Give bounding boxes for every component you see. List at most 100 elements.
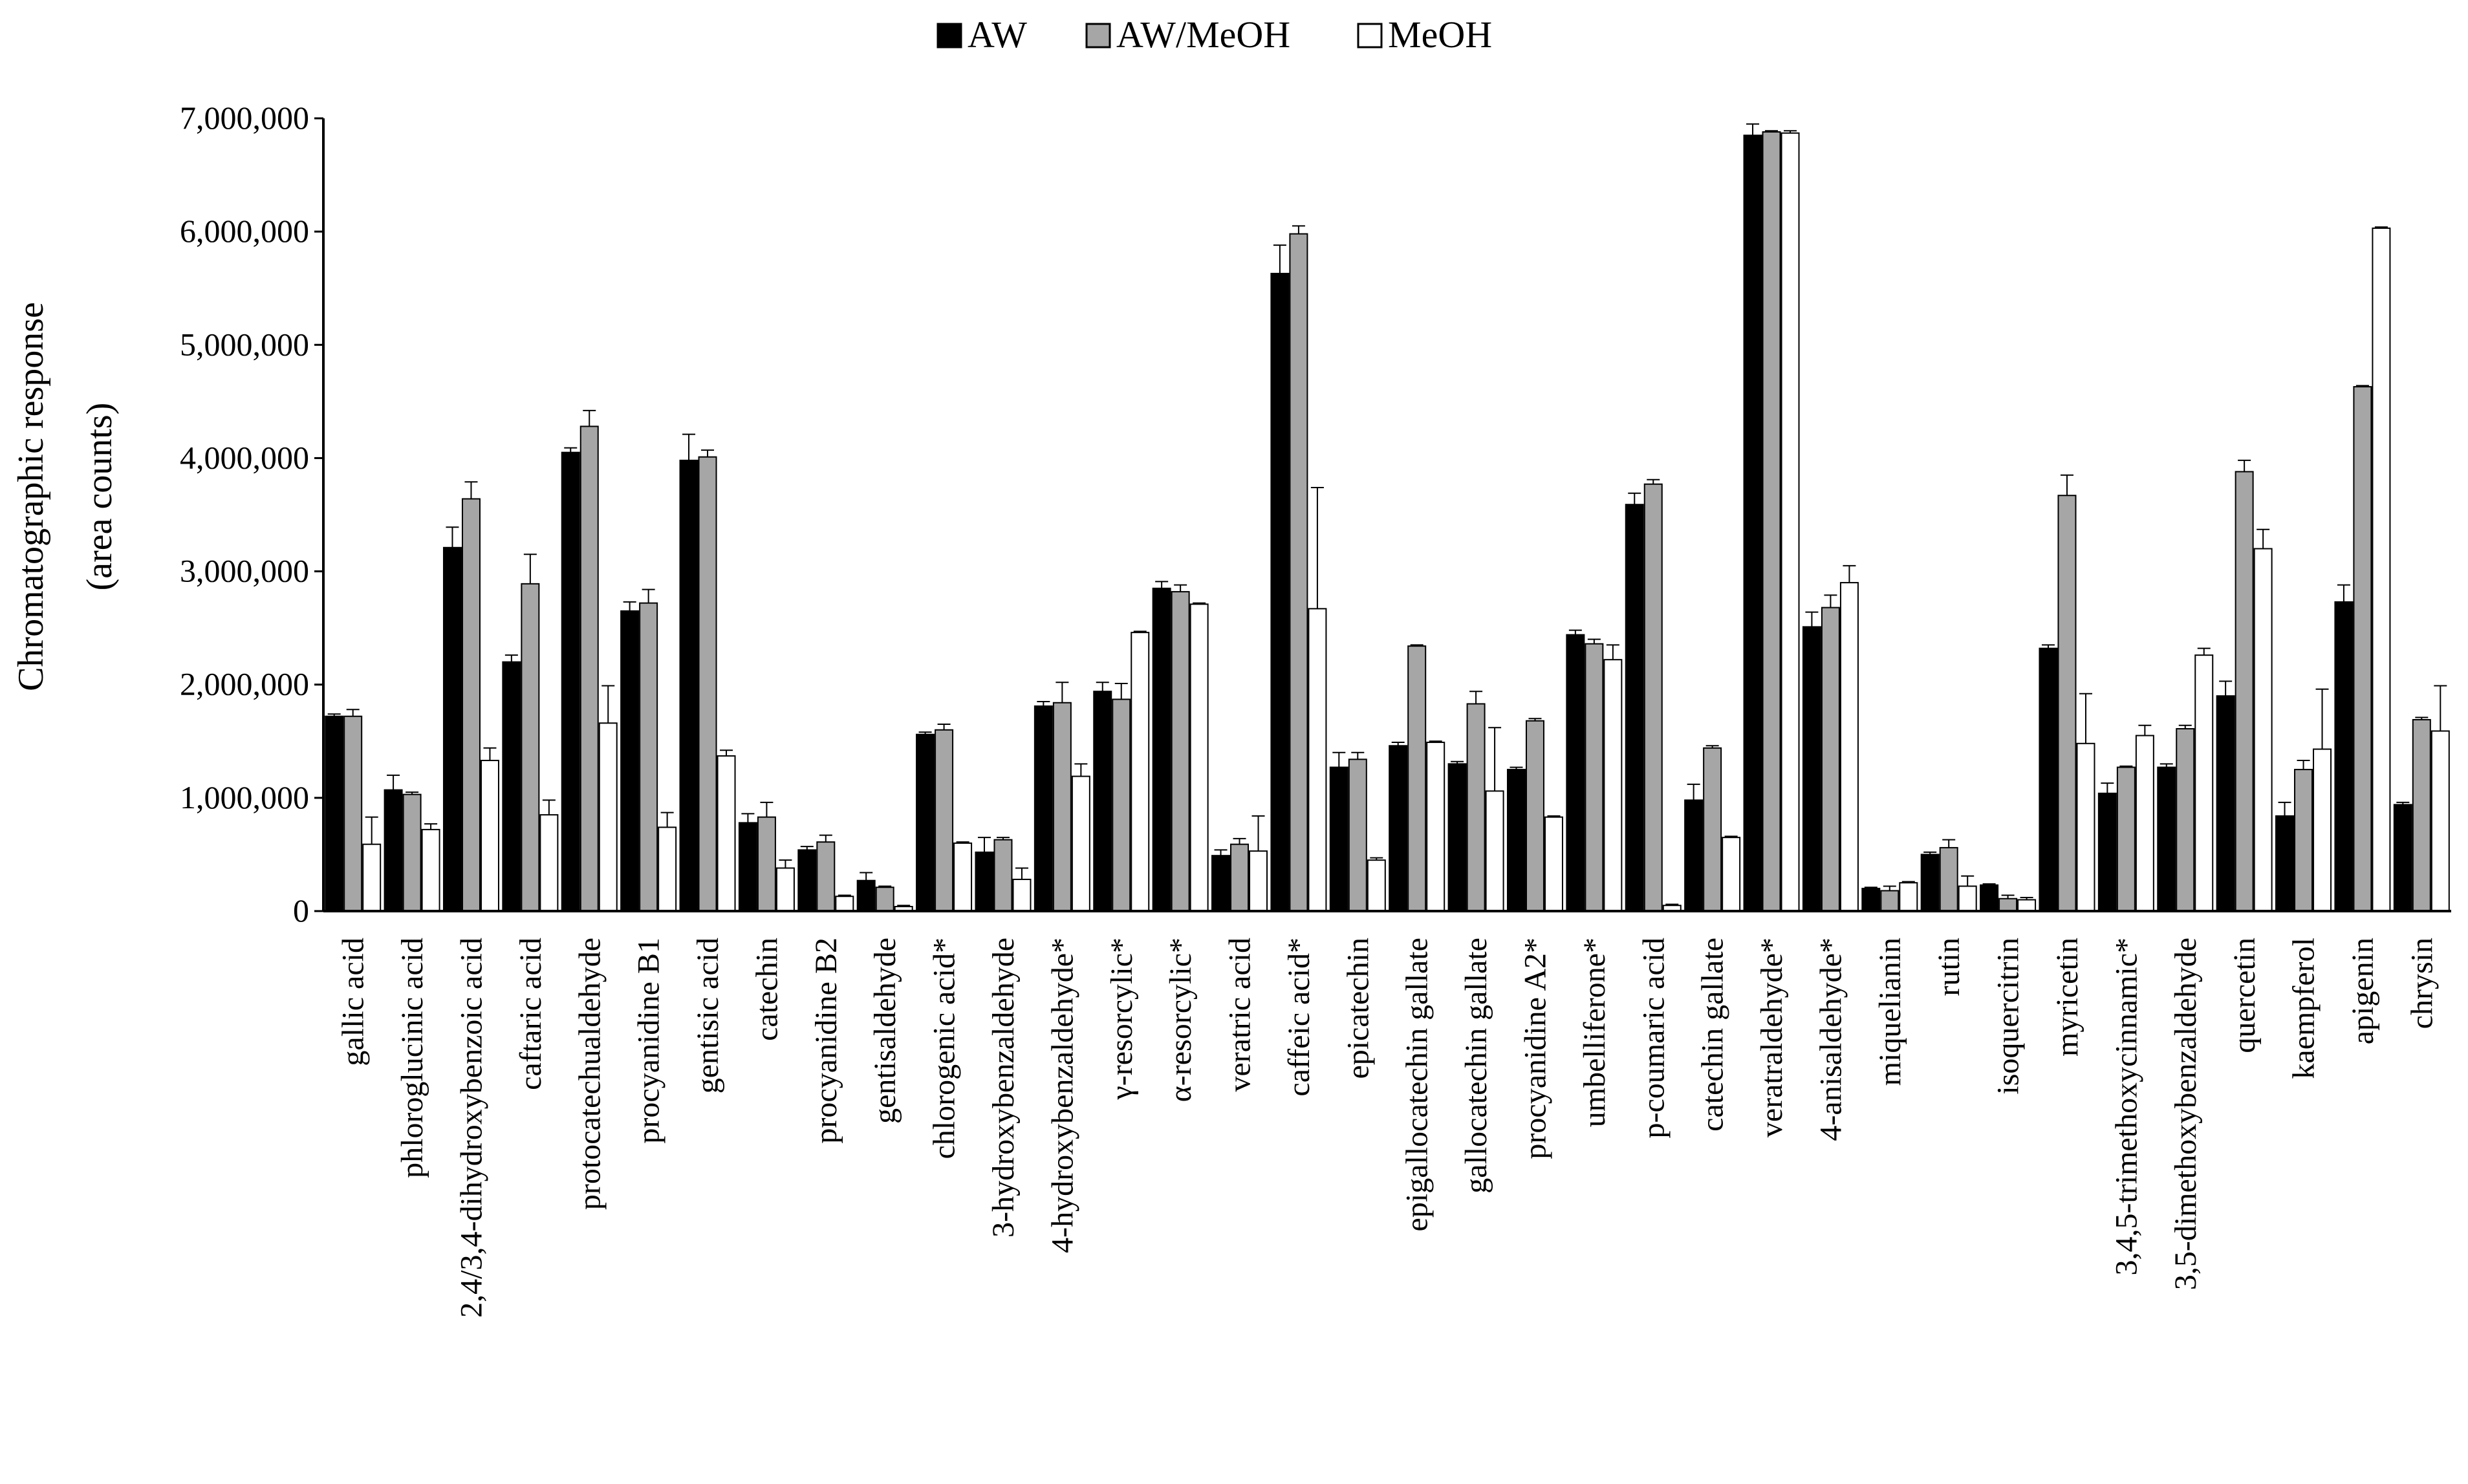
error-bar — [2001, 894, 2015, 899]
error-bar — [1410, 644, 1423, 647]
error-bar — [583, 409, 596, 427]
error-bar — [956, 841, 969, 843]
legend-label: AW — [968, 14, 1027, 56]
legend-label: AW/MeOH — [1116, 14, 1290, 56]
bar-aw-meoh — [1762, 131, 1781, 912]
bar-aw — [975, 851, 994, 912]
error-bar — [387, 774, 400, 790]
error-bar — [365, 816, 378, 844]
error-bar — [1923, 851, 1937, 855]
error-bar — [1273, 244, 1286, 274]
error-bar — [1332, 751, 1346, 768]
x-category-label: 3-hydroxybenzaldehyde — [986, 938, 1021, 1238]
bar-aw — [502, 661, 521, 912]
bar-aw — [679, 459, 698, 912]
error-bar — [564, 447, 578, 453]
error-bar — [1391, 742, 1405, 746]
error-bar — [2257, 528, 2270, 549]
bar-meoh — [598, 722, 618, 912]
error-bar — [1628, 492, 1641, 505]
error-bar — [682, 433, 696, 460]
bar-aw-meoh — [1466, 703, 1486, 912]
x-category-label: rutin — [1932, 938, 1966, 996]
bar-meoh — [658, 826, 677, 912]
bar-meoh — [2194, 654, 2214, 912]
error-bar — [2160, 763, 2173, 768]
x-category-label: 3,4,5-trimethoxycinnamic* — [2109, 938, 2143, 1276]
x-category-label: apigenin — [2346, 938, 2380, 1044]
bar-aw — [2097, 792, 2117, 912]
x-category-label: gentisaldehyde — [868, 938, 902, 1124]
error-bar — [1942, 839, 1956, 848]
y-tick-label: 1,000,000 — [180, 779, 309, 815]
bar-aw-meoh — [2116, 766, 2136, 912]
bar-meoh — [480, 760, 499, 912]
bar-aw-meoh — [698, 456, 717, 912]
error-bar — [2041, 644, 2055, 649]
error-bar — [2434, 685, 2447, 731]
x-category-label: γ-resorcylic* — [1105, 938, 1139, 1100]
bar-aw-meoh — [1525, 720, 1544, 912]
bar-aw-meoh — [2235, 471, 2254, 912]
error-bar — [1961, 875, 1975, 887]
bar-aw-meoh — [2176, 728, 2195, 912]
x-category-label: miquelianin — [1873, 938, 1907, 1086]
bar-aw — [1625, 504, 1644, 912]
bar-aw-meoh — [816, 841, 836, 912]
bar-aw — [1447, 763, 1467, 912]
error-bar — [1805, 611, 1819, 627]
bar-meoh — [1544, 816, 1563, 912]
bar-aw — [1329, 766, 1348, 912]
legend-swatch — [1357, 23, 1383, 48]
bar-aw — [1389, 745, 1408, 912]
error-bar — [996, 837, 1010, 840]
error-bar — [1864, 887, 1878, 888]
bar-aw-meoh — [639, 602, 658, 912]
error-bar — [2138, 724, 2152, 736]
bar-aw — [1684, 799, 1704, 912]
bar-aw-meoh — [757, 816, 776, 912]
x-category-label: procyanidine B1 — [632, 938, 666, 1144]
error-bar — [1784, 130, 1797, 133]
error-bar — [741, 813, 755, 823]
error-bar — [1310, 486, 1324, 609]
error-bar — [1724, 835, 1738, 838]
error-bar — [2374, 226, 2388, 228]
error-bar — [1233, 837, 1246, 844]
error-bar — [1765, 130, 1779, 133]
error-bar — [1055, 682, 1069, 703]
x-category-label: catechin gallate — [1696, 938, 1730, 1132]
error-bar — [1114, 682, 1128, 700]
bars — [325, 131, 2450, 912]
bar-meoh — [1012, 878, 1032, 912]
y-tick-label: 2,000,000 — [180, 666, 309, 702]
bar-aw — [1211, 855, 1231, 912]
bar-aw-meoh — [1585, 643, 1604, 912]
bar-aw — [2157, 766, 2176, 912]
error-bar — [1647, 479, 1660, 484]
error-bar — [1883, 885, 1896, 891]
x-category-label: isoquercitrin — [1991, 938, 2026, 1095]
error-bar — [1214, 849, 1228, 856]
x-category-label: epicatechin — [1341, 938, 1375, 1079]
bar-aw-meoh — [1230, 843, 1250, 912]
error-bar — [1982, 883, 1996, 885]
y-axis-title: Chromatographic response (area counts) — [11, 302, 120, 691]
error-bar — [542, 799, 556, 815]
error-bar — [2396, 801, 2410, 805]
x-category-label: umbelliferone* — [1577, 938, 1612, 1127]
bar-aw — [1270, 272, 1290, 912]
bar-aw — [1566, 634, 1585, 912]
error-bar — [642, 588, 655, 603]
error-bar — [1251, 815, 1265, 852]
error-bar — [1488, 727, 1502, 791]
bar-aw-meoh — [461, 498, 481, 912]
error-bar — [2060, 474, 2073, 496]
x-category-label: myricetin — [2050, 938, 2084, 1057]
error-bar — [1096, 682, 1109, 692]
bar-meoh — [717, 755, 736, 912]
bar-aw — [325, 715, 344, 912]
bar-aw — [1506, 769, 1526, 912]
error-bar — [2219, 680, 2233, 696]
error-bar — [1370, 857, 1383, 861]
